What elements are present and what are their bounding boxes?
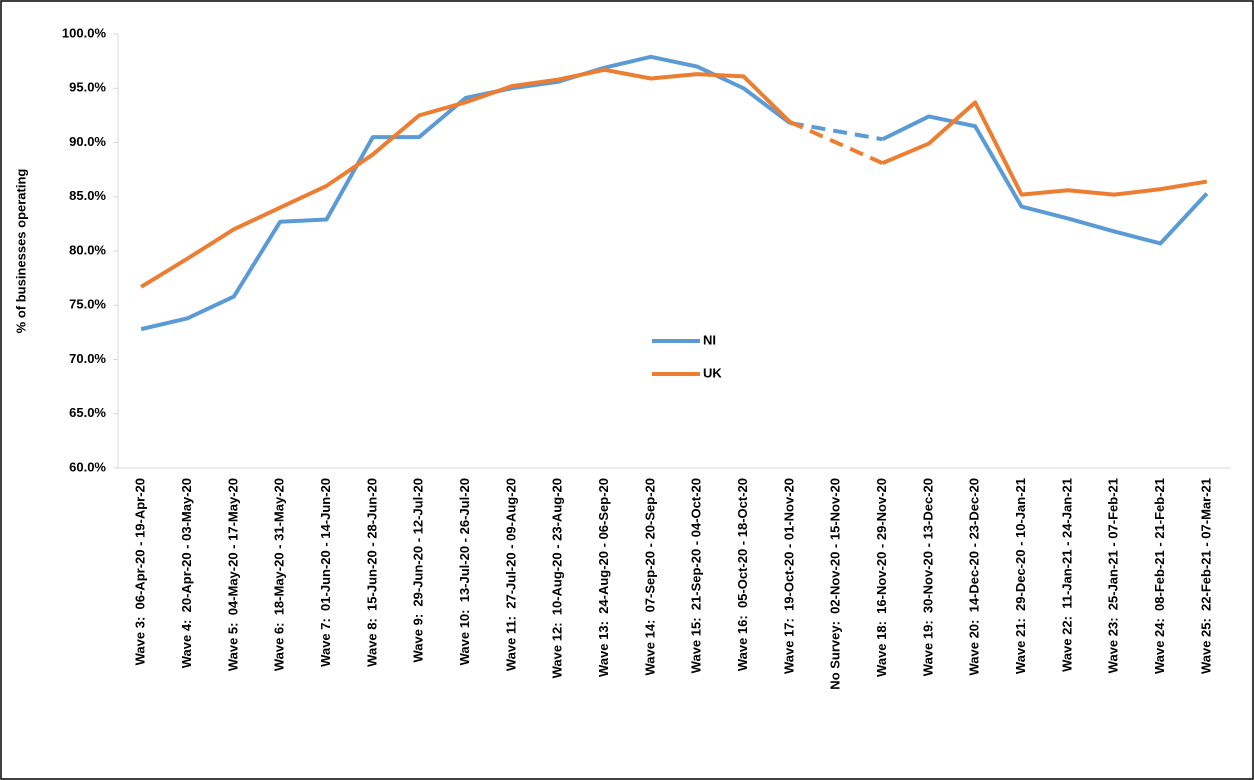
x-tick-label: Wave 25: 22-Feb-21 - 07-Mar-21 <box>1198 478 1213 674</box>
y-tick-label: 95.0% <box>69 80 106 95</box>
x-tick-label: Wave 13: 24-Aug-20 - 06-Sep-20 <box>596 478 611 677</box>
x-tick-label: Wave 4: 20-Apr-20 - 03-May-20 <box>179 478 194 668</box>
x-tick-label: Wave 24: 08-Feb-21 - 21-Feb-21 <box>1152 478 1167 674</box>
x-tick-label: Wave 16: 05-Oct-20 - 18-Oct-20 <box>735 478 750 671</box>
x-tick-label: Wave 8: 15-Jun-20 - 28-Jun-20 <box>364 478 379 667</box>
series-line <box>140 54 1209 332</box>
x-tick-label: Wave 23: 25-Jan-21 - 07-Feb-21 <box>1106 478 1121 673</box>
y-tick-label: 70.0% <box>69 351 106 366</box>
y-axis-label: % of businesses operating <box>13 169 28 334</box>
y-tick-label: 60.0% <box>69 459 106 474</box>
x-tick-label: Wave 3: 06-Apr-20 - 19-Apr-20 <box>133 478 148 665</box>
y-tick-label: 65.0% <box>69 405 106 420</box>
x-tick-label: Wave 21: 29-Dec-20 - 10-Jan-21 <box>1013 478 1028 674</box>
x-tick-label: Wave 22: 11-Jan-21 - 24-Jan-21 <box>1059 478 1074 672</box>
y-tick-label: 75.0% <box>69 297 106 312</box>
x-tick-label: Wave 20: 14-Dec-20 - 23-Dec-20 <box>967 478 982 676</box>
y-tick-label: 85.0% <box>69 188 106 203</box>
x-tick-label: Wave 5: 04-May-20 - 17-May-20 <box>225 478 240 671</box>
x-tick-label: Wave 17: 19-Oct-20 - 01-Nov-20 <box>781 478 796 674</box>
legend-label: UK <box>703 365 722 380</box>
x-tick-label: Wave 18: 16-Nov-20 - 29-Nov-20 <box>874 478 889 677</box>
series-line <box>140 67 1208 289</box>
x-tick-label: Wave 19: 30-Nov-20 - 13-Dec-20 <box>920 478 935 676</box>
y-tick-label: 80.0% <box>69 242 106 257</box>
legend-label: NI <box>703 332 716 347</box>
x-tick-label: Wave 14: 07-Sep-20 - 20-Sep-20 <box>642 478 657 676</box>
x-tick-label: Wave 11: 27-Jul-20 - 09-Aug-20 <box>503 478 518 671</box>
x-tick-label: Wave 12: 10-Aug-20 - 23-Aug-20 <box>550 478 565 678</box>
x-tick-label: Wave 10: 13-Jul-20 - 26-Jul-20 <box>457 478 472 665</box>
x-tick-label: Wave 9: 29-Jun-20 - 12-Jul-20 <box>411 478 426 662</box>
x-tick-label: Wave 6: 18-May-20 - 31-May-20 <box>272 478 287 671</box>
gap-bridge <box>789 121 883 142</box>
y-tick-label: 90.0% <box>69 134 106 149</box>
x-tick-label: No Survey: 02-Nov-20 - 15-Nov-20 <box>828 478 843 690</box>
gap-bridge <box>789 120 884 165</box>
x-tick-label: Wave 15: 21-Sep-20 - 04-Oct-20 <box>689 478 704 673</box>
y-tick-label: 100.0% <box>62 25 107 40</box>
x-tick-label: Wave 7: 01-Jun-20 - 14-Jun-20 <box>318 478 333 667</box>
